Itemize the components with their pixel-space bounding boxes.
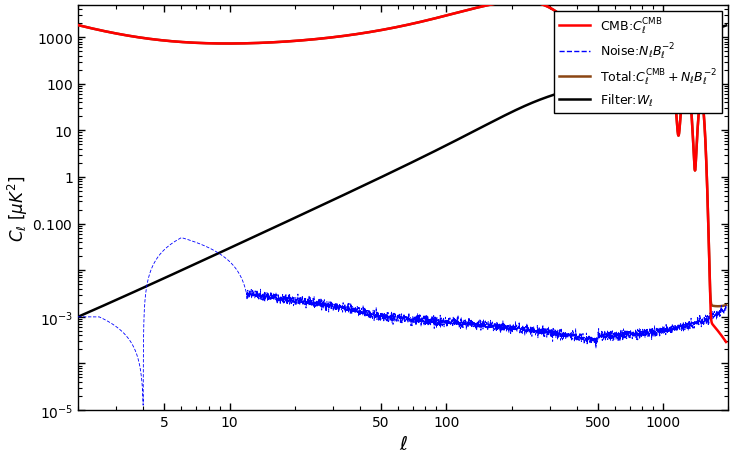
Legend: CMB:$C_\ell^{\rm CMB}$, Noise:$N_\ell B_\ell^{-2}$, Total:$C_\ell^{\rm CMB}+N_\e: CMB:$C_\ell^{\rm CMB}$, Noise:$N_\ell B_… [553, 12, 722, 113]
Y-axis label: $C_\ell \ [\mu K^2]$: $C_\ell \ [\mu K^2]$ [6, 175, 29, 241]
X-axis label: $\ell$: $\ell$ [399, 435, 408, 453]
